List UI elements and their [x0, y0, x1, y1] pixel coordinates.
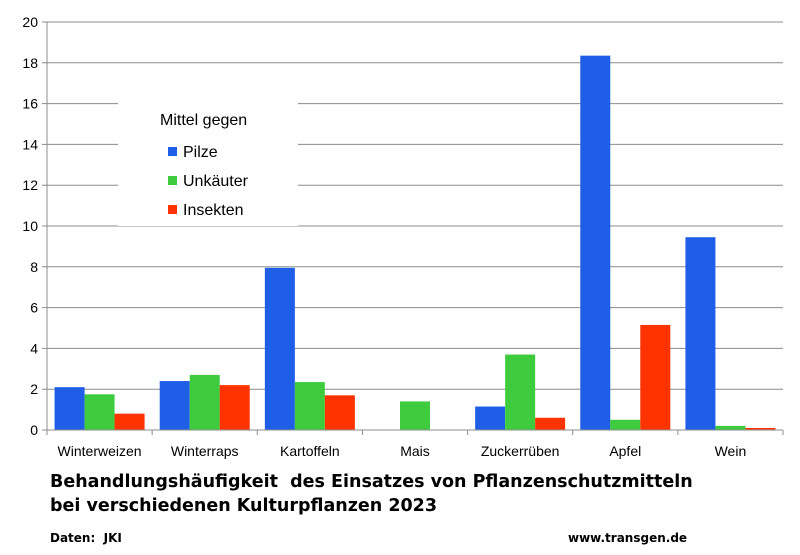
y-tick-label: 2 [30, 381, 38, 397]
bar-unkäuter [610, 419, 641, 430]
bar-insekten [745, 427, 776, 430]
y-tick-label: 20 [22, 14, 38, 30]
x-category-label: Mais [400, 443, 430, 459]
legend-entry: Insekten [183, 202, 243, 219]
bar-insekten [535, 417, 566, 430]
legend-entry: Pilze [183, 144, 218, 161]
bar-pilze [685, 237, 716, 430]
legend-swatch [168, 205, 177, 214]
bar-pilze [580, 55, 611, 430]
y-tick-label: 6 [30, 300, 38, 316]
bar-insekten [640, 324, 671, 430]
legend: Mittel gegen Pilze Unkäuter Insekten [118, 98, 298, 226]
chart-title-line-2: bei verschiedenen Kulturpflanzen 2023 [50, 496, 438, 516]
bar-insekten [219, 385, 250, 430]
x-category-label: Winterraps [171, 443, 239, 459]
y-tick-label: 8 [30, 259, 38, 275]
legend-title: Mittel gegen [160, 112, 247, 129]
legend-swatch [168, 176, 177, 185]
y-tick-label: 0 [30, 422, 38, 438]
bar-unkäuter [294, 382, 325, 430]
legend-entry: Unkäuter [183, 173, 249, 190]
x-category-label: Zuckerrüben [481, 443, 560, 459]
x-category-label: Wein [715, 443, 747, 459]
y-tick-label: 12 [22, 177, 38, 193]
x-category-label: Kartoffeln [280, 443, 340, 459]
x-category-labels: Winterweizen Winterraps Kartoffeln Mais Zuck… [58, 443, 747, 459]
axes [42, 21, 784, 435]
y-tick-labels: 0 2 4 6 8 10 12 14 16 18 20 [22, 14, 38, 438]
bar-pilze [159, 381, 190, 430]
y-tick-label: 16 [22, 96, 38, 112]
bar-pilze [475, 406, 506, 430]
bar-chart: 0 2 4 6 8 10 12 14 16 18 20 Winterweizen Winterraps… [22, 14, 784, 459]
bar-unkäuter [84, 394, 115, 430]
data-source: Daten: JKI [50, 531, 122, 545]
bars [54, 55, 776, 430]
bar-unkäuter [505, 354, 536, 430]
chart-title-line-1: Behandlungshäufigkeit des Einsatzes von … [50, 472, 693, 492]
y-tick-label: 18 [22, 55, 38, 71]
bar-unkäuter [189, 374, 220, 430]
bar-unkäuter [715, 425, 746, 430]
bar-pilze [54, 387, 85, 430]
bar-pilze [264, 267, 295, 430]
bar-insekten [114, 413, 145, 430]
y-tick-label: 4 [30, 340, 38, 356]
chart-title: Behandlungshäufigkeit des Einsatzes von … [50, 470, 770, 518]
x-category-label: Winterweizen [58, 443, 142, 459]
website-url: www.transgen.de [568, 531, 688, 545]
legend-swatch [168, 147, 177, 156]
bar-unkäuter [400, 401, 430, 430]
legend-background [118, 98, 298, 226]
y-tick-label: 14 [22, 136, 38, 152]
x-category-label: Apfel [609, 443, 641, 459]
bar-insekten [324, 395, 355, 430]
y-tick-label: 10 [22, 218, 38, 234]
